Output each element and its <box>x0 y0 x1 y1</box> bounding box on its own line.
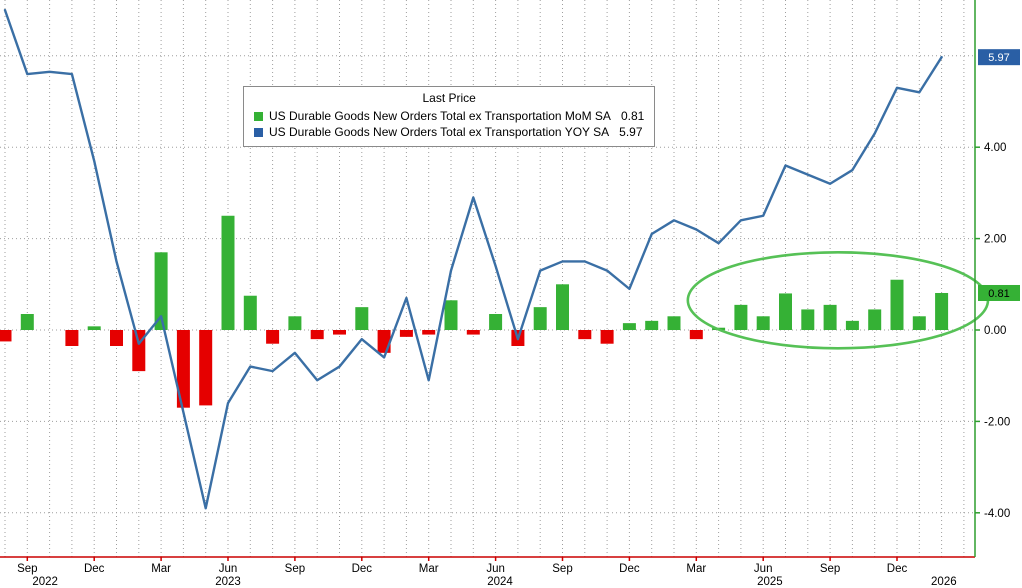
mom-bar-Oct-2024[interactable] <box>578 330 592 340</box>
legend-box[interactable]: Last Price US Durable Goods New Orders T… <box>243 86 656 147</box>
x-tick-label: Sep <box>17 563 37 575</box>
year-label: 2022 <box>32 576 58 588</box>
mom-bar-Mar-2025[interactable] <box>689 330 703 340</box>
mom-bar-Dec-2024[interactable] <box>622 323 636 330</box>
mom-bar-Dec-2022[interactable] <box>87 326 101 330</box>
mom-bar-Apr-2023[interactable] <box>176 330 190 408</box>
x-tick-label: Mar <box>151 563 171 575</box>
mom-bar-Jun-2025[interactable] <box>756 316 770 330</box>
mom-bar-Mar-2023[interactable] <box>154 252 168 330</box>
mom-bar-May-2023[interactable] <box>199 330 213 406</box>
y-tick-label: 0.00 <box>984 325 1006 337</box>
mom-bar-May-2025[interactable] <box>734 304 748 330</box>
mom-bar-Jun-2024[interactable] <box>489 314 503 330</box>
mom-bar-Apr-2024[interactable] <box>444 300 458 330</box>
mom-bar-Feb-2023[interactable] <box>132 330 146 372</box>
yoy-line <box>3 8 943 510</box>
last-price-badge <box>978 49 1020 66</box>
last-price-badge <box>978 284 1020 301</box>
mom-bar-Jul-2023[interactable] <box>243 295 257 330</box>
x-tick-label: Sep <box>820 563 840 575</box>
mom-bar-Mar-2024[interactable] <box>422 330 436 335</box>
x-tick-label: Sep <box>552 563 572 575</box>
mom-bar-Feb-2024[interactable] <box>399 330 413 337</box>
mom-series-swatch-icon <box>254 111 263 121</box>
x-tick-label: Jun <box>219 563 238 575</box>
mom-bar-Dec-2023[interactable] <box>355 307 369 330</box>
mom-bar-Jul-2025[interactable] <box>779 293 792 330</box>
yoy-series-swatch-icon <box>254 127 263 137</box>
last-price-badge-label: 5.97 <box>988 52 1009 64</box>
x-tick-label: Sep <box>285 563 305 575</box>
x-tick-label: Jun <box>486 563 505 575</box>
mom-bar-Aug-2025[interactable] <box>801 309 815 330</box>
mom-bar-Nov-2024[interactable] <box>600 330 614 344</box>
mom-bar-Oct-2023[interactable] <box>310 330 324 340</box>
mom-bar-Nov-2022[interactable] <box>65 330 79 346</box>
mom-bar-Feb-2025[interactable] <box>667 316 681 330</box>
y-tick-label: -4.00 <box>984 508 1010 520</box>
mom-bar-Oct-2025[interactable] <box>845 320 859 330</box>
legend-item-mom[interactable]: US Durable Goods New Orders Total ex Tra… <box>254 108 644 124</box>
legend-title: Last Price <box>422 91 476 105</box>
year-label: 2026 <box>931 576 957 588</box>
mom-bar-Jan-2023[interactable] <box>110 330 123 346</box>
mom-bar-Jan-2025[interactable] <box>645 320 659 330</box>
mom-bar-Jan-2024[interactable] <box>377 330 391 353</box>
mom-bar-Dec-2025[interactable] <box>890 279 904 330</box>
x-tick-label: Dec <box>619 563 640 575</box>
year-label: 2025 <box>757 576 783 588</box>
mom-bar-Nov-2023[interactable] <box>333 330 346 335</box>
mom-series-label: US Durable Goods New Orders Total ex Tra… <box>269 109 611 123</box>
year-label: 2024 <box>487 576 513 588</box>
mom-bar-May-2024[interactable] <box>466 330 480 335</box>
mom-bar-Sep-2025[interactable] <box>823 304 837 330</box>
mom-bar-Jun-2023[interactable] <box>221 215 235 330</box>
y-tick-label: 4.00 <box>984 142 1006 154</box>
x-tick-label: Dec <box>887 563 908 575</box>
x-tick-label: Mar <box>686 563 706 575</box>
y-tick-label: -2.00 <box>984 416 1010 428</box>
mom-bar-Aug-2022[interactable] <box>0 330 12 342</box>
legend-item-yoy[interactable]: US Durable Goods New Orders Total ex Tra… <box>254 124 644 140</box>
mom-bar-Nov-2025[interactable] <box>868 309 882 330</box>
mom-bar-Aug-2024[interactable] <box>533 307 547 330</box>
x-tick-label: Dec <box>84 563 105 575</box>
yoy-series-label: US Durable Goods New Orders Total ex Tra… <box>269 125 610 139</box>
year-label: 2023 <box>215 576 241 588</box>
mom-series-last-price: 0.81 <box>620 109 645 123</box>
mom-bar-Feb-2026[interactable] <box>935 292 949 330</box>
y-tick-label: 2.00 <box>984 234 1006 246</box>
mom-bar-Aug-2023[interactable] <box>266 330 280 344</box>
x-tick-label: Mar <box>419 563 439 575</box>
mom-bar-Sep-2024[interactable] <box>556 284 569 330</box>
mom-bar-Sep-2023[interactable] <box>288 316 302 330</box>
yoy-series-last-price: 5.97 <box>619 125 643 139</box>
x-tick-label: Dec <box>352 563 373 575</box>
last-price-badge-label: 0.81 <box>988 288 1009 300</box>
mom-bar-Jan-2026[interactable] <box>912 316 926 330</box>
mom-bar-Sep-2022[interactable] <box>20 314 34 330</box>
x-tick-label: Jun <box>754 563 773 575</box>
